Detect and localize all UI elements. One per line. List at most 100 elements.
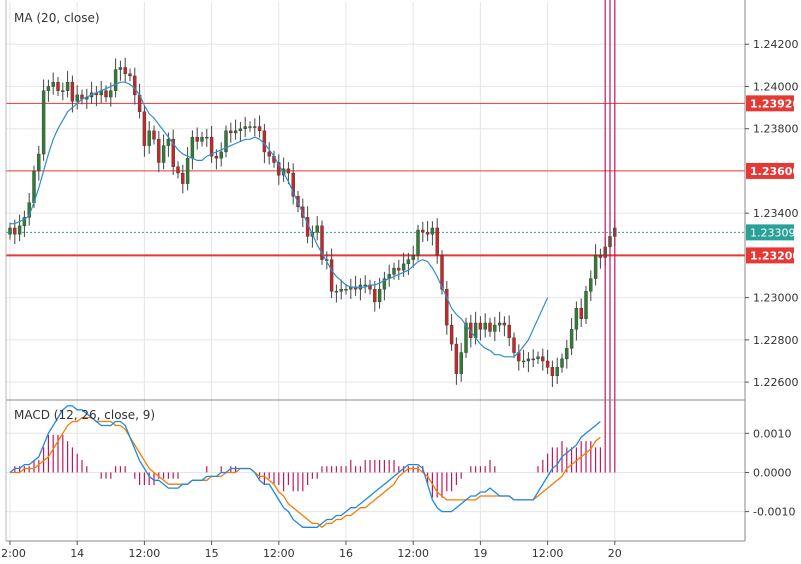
- candle-body-up: [315, 225, 319, 233]
- ma-line: [10, 81, 549, 358]
- macd-axis: 0.0010 0.0000 -0.0010: [745, 427, 795, 519]
- candle-body-down: [262, 130, 267, 153]
- candle-body-down: [488, 322, 492, 332]
- candle-body-up: [430, 227, 435, 235]
- candle-body-up: [22, 217, 27, 227]
- candle: [248, 121, 252, 132]
- candle: [339, 279, 343, 300]
- time-tick-label: 19: [473, 547, 487, 560]
- candle-body-down: [598, 255, 603, 258]
- candle-body-down: [56, 82, 60, 91]
- time-tick-label: 20: [608, 547, 622, 560]
- candle-body-up: [593, 255, 598, 279]
- candle-body-up: [334, 291, 339, 293]
- macd-line: [9, 405, 601, 528]
- candle: [536, 351, 540, 365]
- candle: [397, 259, 401, 280]
- candle-body-down: [142, 111, 147, 146]
- candle: [17, 214, 22, 242]
- candle: [185, 147, 190, 191]
- candle: [277, 154, 281, 185]
- candle: [593, 244, 598, 286]
- candle: [70, 75, 75, 113]
- candle-body-up: [205, 136, 209, 139]
- candle: [253, 118, 257, 137]
- candle: [243, 116, 247, 137]
- candle-body-up: [8, 227, 12, 235]
- grid: [6, 2, 745, 541]
- candle-body-down: [329, 259, 334, 292]
- candle-body-up: [17, 225, 22, 235]
- candle: [569, 318, 574, 356]
- candle-body-down: [257, 126, 262, 132]
- candle: [411, 245, 415, 268]
- candle-body-up: [65, 82, 70, 91]
- candle: [416, 224, 420, 261]
- candle-body-up: [464, 322, 468, 353]
- candle-body-up: [493, 324, 497, 332]
- macd-histogram: [14, 0, 616, 498]
- time-tick-label: 12:00: [129, 547, 161, 560]
- candle: [238, 121, 243, 143]
- candle-body-down: [104, 90, 108, 98]
- candle-body-down: [209, 136, 214, 157]
- candle-body-up: [574, 307, 579, 330]
- candle: [541, 348, 545, 371]
- candle-body-up: [589, 278, 593, 292]
- candle-body-up: [406, 259, 411, 265]
- candle: [344, 283, 348, 295]
- candle: [565, 340, 569, 369]
- level-label-box: [746, 247, 794, 264]
- time-tick-label: 15: [205, 547, 219, 560]
- candle-body-up: [526, 358, 531, 362]
- candle-body-up: [243, 126, 247, 129]
- candle-body-down: [286, 168, 291, 174]
- candle-body-up: [483, 322, 487, 330]
- candle: [512, 332, 516, 358]
- candle-body-down: [229, 130, 233, 134]
- candle-body-up: [392, 267, 396, 275]
- candle: [454, 337, 459, 385]
- candle: [229, 122, 233, 143]
- candle: [267, 142, 271, 165]
- candle-body-down: [152, 130, 156, 140]
- candle-body-up: [75, 94, 79, 102]
- macd-tick-label: -0.0010: [753, 506, 795, 519]
- candle: [46, 79, 51, 102]
- candle-body-up: [46, 86, 51, 91]
- candle-body-up: [363, 284, 367, 287]
- price-tick-label: 1.24000: [753, 80, 799, 93]
- candle: [493, 316, 497, 342]
- candle: [363, 275, 367, 294]
- candle: [200, 131, 204, 147]
- candle-body-down: [320, 225, 324, 260]
- candle-body-up: [166, 139, 171, 146]
- candle-body-down: [502, 322, 507, 326]
- price-tick-label: 1.23000: [753, 292, 799, 305]
- candle-body-down: [545, 360, 550, 368]
- candle-body-down: [421, 229, 425, 233]
- candle-body-up: [109, 90, 113, 98]
- candle: [579, 298, 583, 327]
- macd-panel-title: MACD (12, 26, close, 9): [14, 408, 156, 422]
- price-axis: 1.24200 1.24000 1.23800 1.23400 1.23000 1.228…: [745, 38, 800, 389]
- candle: [478, 316, 483, 341]
- horizontal-levels[interactable]: [6, 102, 745, 257]
- candle: [152, 125, 156, 145]
- candle-body-down: [176, 166, 180, 174]
- candle: [157, 131, 161, 173]
- candle: [334, 284, 339, 303]
- candle-body-up: [161, 145, 166, 163]
- candle-body-down: [157, 139, 161, 163]
- candle-body-down: [550, 367, 555, 376]
- candle: [382, 271, 387, 301]
- price-tick-label: 1.23400: [753, 207, 799, 220]
- candle-body-down: [214, 155, 219, 159]
- candle-body-up: [113, 69, 118, 91]
- candle: [406, 252, 411, 276]
- candle: [531, 349, 535, 368]
- candle: [205, 128, 209, 147]
- candle-body-down: [171, 139, 175, 167]
